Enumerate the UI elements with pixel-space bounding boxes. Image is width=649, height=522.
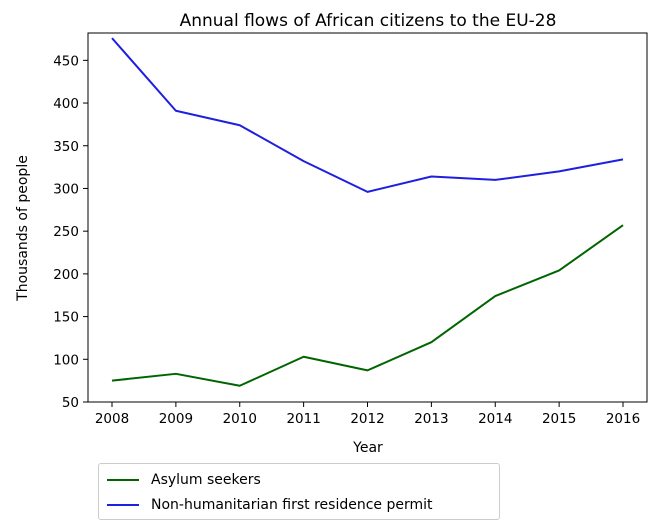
x-tick-label: 2016 [606,411,640,427]
y-tick-label: 200 [53,267,79,283]
x-axis: 2008 2009 2010 2011 2012 2013 2014 2015 2016 [95,402,640,427]
y-tick-label: 150 [53,310,79,326]
series-layer [111,37,624,387]
y-tick-label: 450 [53,53,79,69]
legend-item-asylum: Asylum seekers [107,469,261,491]
legend-swatch-residence [107,504,139,506]
x-tick-label: 2015 [542,411,576,427]
y-tick-label: 50 [62,395,79,411]
series-line-1 [111,37,624,193]
x-tick-label: 2013 [414,411,448,427]
x-tick-label: 2012 [350,411,384,427]
y-axis-label: Thousands of people [15,155,31,302]
y-tick-label: 350 [53,139,79,155]
chart-title: Annual flows of African citizens to the … [180,11,557,31]
y-tick-label: 100 [53,352,79,368]
x-axis-label: Year [352,440,383,456]
plot-area [87,32,648,403]
y-tick-label: 400 [53,96,79,112]
legend-item-residence: Non-humanitarian first residence permit [107,494,433,516]
x-tick-label: 2011 [286,411,320,427]
legend-swatch-asylum [107,479,139,481]
y-tick-label: 250 [53,224,79,240]
x-tick-label: 2014 [478,411,512,427]
legend-label-asylum: Asylum seekers [151,472,261,488]
x-tick-label: 2010 [223,411,257,427]
legend-label-residence: Non-humanitarian first residence permit [151,497,433,513]
y-axis: 50 100 150 200 250 300 350 400 450 [53,53,88,411]
series-line-0 [111,224,624,387]
y-tick-label: 300 [53,181,79,197]
x-tick-label: 2009 [159,411,193,427]
legend: Asylum seekers Non-humanitarian first re… [98,463,500,520]
x-tick-label: 2008 [95,411,129,427]
